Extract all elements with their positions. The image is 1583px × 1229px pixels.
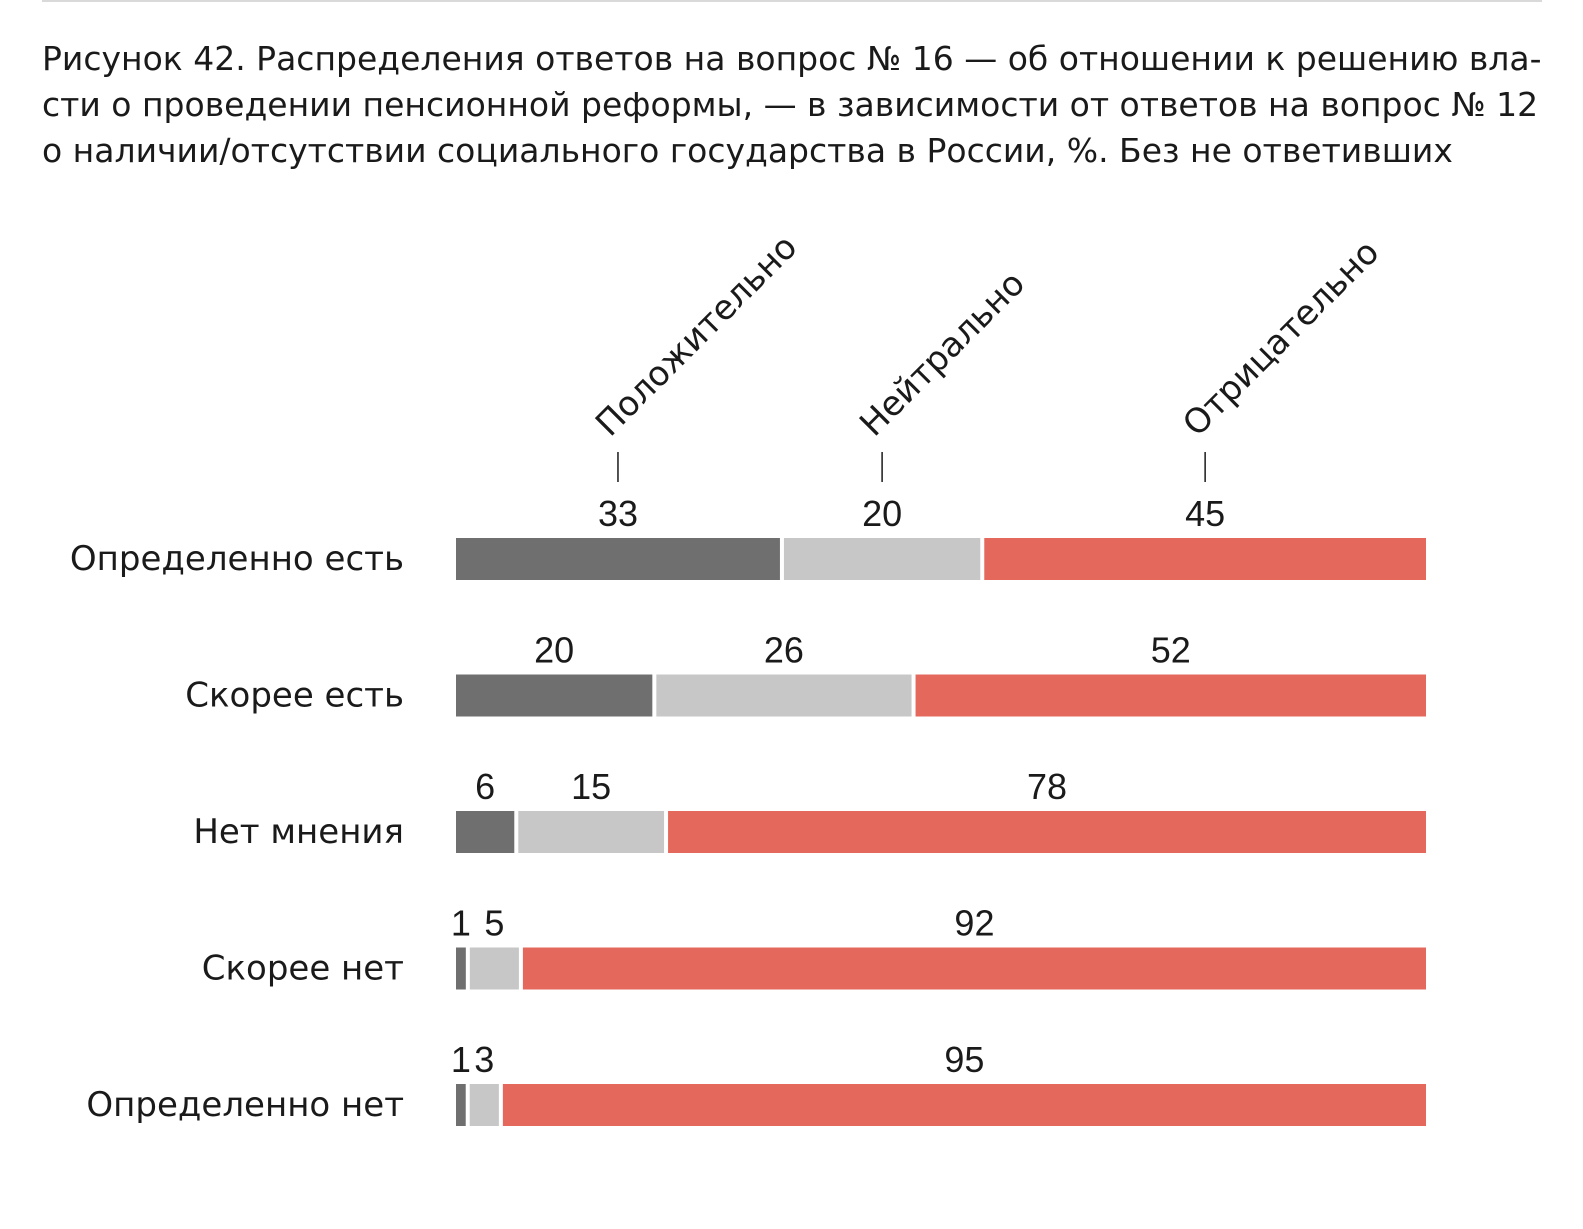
bar-segment-положительно-скорее-есть — [456, 674, 653, 717]
bar-segment-отрицательно-определенно-нет — [502, 1084, 1426, 1126]
chart-title: Рисунок 42. Распределения ответов на воп… — [42, 36, 1542, 174]
bar-segment-положительно-определенно-есть — [456, 538, 780, 580]
bar-segment-положительно-скорее-нет — [456, 947, 466, 990]
value-label-нейтрально-определенно-есть: 20 — [862, 493, 902, 534]
title-line-1: Рисунок 42. Распределения ответов на воп… — [42, 39, 1542, 78]
bar-segment-отрицательно-скорее-есть — [915, 674, 1426, 717]
title-line-3: о наличии/отсутствии социального государ… — [42, 131, 1453, 170]
value-label-нейтрально-скорее-есть: 26 — [764, 630, 804, 671]
value-label-нейтрально-определенно-нет: 3 — [474, 1039, 494, 1080]
value-label-отрицательно-нет-мнения: 78 — [1027, 766, 1067, 807]
legend-label-положительно: Положительно — [588, 227, 805, 444]
legend: Положительно Нейтрально Отрицательно — [588, 227, 1387, 482]
value-label-нейтрально-нет-мнения: 15 — [571, 766, 611, 807]
bar-segment-нейтрально-скорее-нет — [469, 947, 519, 990]
row-label-определенно-есть: Определенно есть — [70, 539, 404, 579]
value-label-положительно-определенно-есть: 33 — [598, 493, 638, 534]
row-label-скорее-нет: Скорее нет — [202, 949, 404, 989]
row-label-определенно-нет: Определенно нет — [86, 1085, 404, 1125]
row-label-скорее-есть: Скорее есть — [185, 676, 404, 716]
row-labels: Определенно есть Скорее есть Нет мнения Ско… — [70, 539, 404, 1125]
top-rule — [42, 0, 1542, 2]
title-line-2: сти о проведении пенсионной реформы, — в… — [42, 85, 1539, 124]
bar-segment-отрицательно-определенно-есть — [984, 538, 1426, 580]
value-label-положительно-нет-мнения: 6 — [475, 766, 495, 807]
legend-label-нейтрально: Нейтрально — [852, 264, 1033, 445]
row-label-нет-мнения: Нет мнения — [193, 812, 404, 852]
bars — [456, 538, 1426, 1126]
value-label-отрицательно-скорее-есть: 52 — [1151, 630, 1191, 671]
value-label-нейтрально-скорее-нет: 5 — [484, 903, 504, 944]
value-label-отрицательно-определенно-нет: 95 — [944, 1039, 984, 1080]
value-label-отрицательно-определенно-есть: 45 — [1185, 493, 1225, 534]
bar-segment-положительно-определенно-нет — [456, 1084, 466, 1126]
value-label-положительно-определенно-нет: 1 — [451, 1039, 471, 1080]
value-label-положительно-скорее-нет: 1 — [451, 903, 471, 944]
value-label-положительно-скорее-есть: 20 — [534, 630, 574, 671]
bar-segment-отрицательно-нет-мнения — [668, 811, 1426, 853]
bar-segment-нейтрально-скорее-есть — [656, 674, 912, 717]
bar-segment-нейтрально-определенно-нет — [469, 1084, 499, 1126]
bar-segment-отрицательно-скорее-нет — [522, 947, 1426, 990]
bar-segment-нейтрально-определенно-есть — [783, 538, 981, 580]
legend-label-отрицательно: Отрицательно — [1175, 232, 1387, 444]
bar-segment-нейтрально-нет-мнения — [518, 811, 665, 853]
bar-segment-положительно-нет-мнения — [456, 811, 515, 853]
value-label-отрицательно-скорее-нет: 92 — [954, 903, 994, 944]
